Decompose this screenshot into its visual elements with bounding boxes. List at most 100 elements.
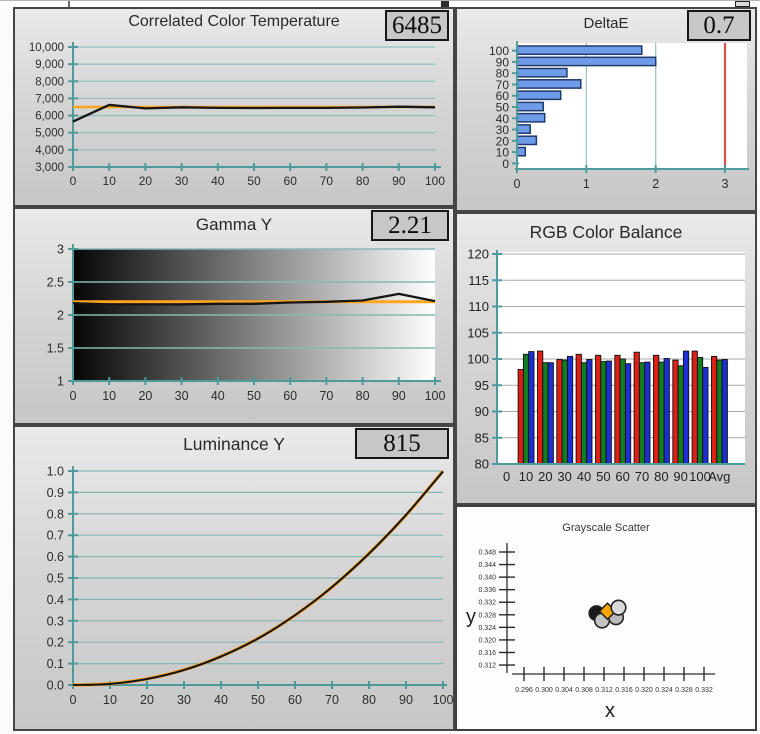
rgb-bar-green-50: [600, 361, 607, 465]
rgb-bar-green-10: [522, 353, 530, 465]
y-tick-label: 10: [496, 146, 510, 160]
gamma-measured-line: [72, 292, 436, 306]
deltae-bar-50: [516, 101, 545, 112]
gamma-title: Gamma Y: [195, 215, 273, 234]
scatter-yaxis-label: y: [466, 606, 476, 628]
x-tick-label: 0.300: [535, 687, 553, 694]
toolbar-edge-fragment: [0, 0, 760, 8]
y-tick-label: 85: [475, 430, 489, 445]
y-tick-label: 0.336: [478, 587, 496, 594]
x-tick-label: 30: [175, 174, 189, 188]
y-tick-label: 115: [468, 273, 489, 288]
x-tick-label: 40: [211, 174, 225, 188]
rgb-bar-red-90: [672, 359, 679, 465]
cct-title: Correlated Color Temperature: [128, 13, 340, 30]
x-tick-label: 80: [356, 389, 370, 403]
toolbar-glyph-fragment: [441, 1, 449, 7]
y-tick-label: 0.324: [478, 625, 496, 632]
y-tick-label: 0.1: [47, 657, 64, 671]
rgb-bar-blue-30: [566, 355, 574, 465]
deltae-chart: 100 90 80 70 60 50 40 30 20 10 0 0 1 2 3: [457, 9, 755, 210]
y-tick-label: 1.5: [47, 342, 64, 356]
x-tick-label: 10: [102, 389, 116, 403]
rgb-bar-red-70: [633, 351, 640, 465]
y-tick-label: 0.312: [478, 663, 496, 670]
y-tick-label: 0: [502, 157, 509, 171]
rgb-bar-green-30: [561, 359, 568, 465]
x-tick-label: 40: [214, 693, 228, 707]
gamma-value-box: 2.21: [371, 210, 449, 241]
x-tick-label: 0.304: [555, 687, 573, 694]
rgb-bar-blue-60: [624, 363, 632, 465]
panel-deltae: 100 90 80 70 60 50 40 30 20 10 0 0 1 2 3 DeltaE 0.7: [455, 7, 757, 212]
x-tick-label: 0.324: [655, 687, 673, 694]
y-tick-label: 120: [467, 247, 489, 262]
y-tick-label: 2: [57, 309, 64, 323]
y-tick-label: 0.340: [478, 575, 496, 582]
x-tick-label: 0.296: [515, 687, 533, 694]
luminance-title: Luminance Y: [183, 434, 285, 454]
y-tick-label: 0.316: [478, 650, 496, 657]
scatter-xaxis-label: x: [605, 700, 615, 722]
y-tick-label: 1.0: [47, 465, 64, 479]
x-tick-label: 30: [175, 389, 189, 403]
y-tick-label: 30: [496, 123, 510, 137]
luminance-measured-curve: [72, 470, 444, 687]
rgb-bar-green-Avg: [716, 359, 723, 465]
x-category-label: 20: [538, 469, 552, 484]
rgb-bar-green-100: [696, 356, 704, 465]
y-tick-label: 0.328: [478, 612, 496, 619]
y-tick-label: 40: [496, 112, 510, 126]
x-tick-label: 0.332: [695, 687, 713, 694]
x-tick-label: 20: [139, 174, 153, 188]
rgb-bar-red-40: [575, 353, 582, 465]
rgb-bar-green-80: [658, 361, 665, 465]
panel-luminance: 1.0 0.9 0.8 0.7 0.6 0.5 0.4 0.3 0.2 0.1 0.0 0 10 20 30…: [13, 425, 455, 731]
cct-plot: 10,000 9,000 8,000 7,000 6,000 5,000 4,000 3,00…: [29, 42, 445, 188]
luminance-value-box: 815: [355, 428, 449, 459]
y-tick-label: 4,000: [35, 145, 64, 157]
rgb-plot: 120 115 110 105 100 95 90 85 80 0 10 20 30 40 50 60 70 80…: [467, 247, 745, 484]
y-tick-label: 0.5: [47, 572, 64, 586]
y-tick-label: 0.332: [478, 600, 496, 607]
x-category-label: 10: [519, 469, 533, 484]
rgb-bar-blue-20: [547, 362, 554, 465]
x-tick-label: 70: [320, 174, 334, 188]
panel-gamma: 3 2.5 2 1.5 1 0 10 20 30 40 50 60 70 80 90 100 Gamma Y …: [13, 207, 455, 425]
rgb-bar-blue-100: [702, 366, 709, 465]
x-tick-label: 100: [425, 174, 445, 188]
y-tick-label: 90: [496, 55, 510, 69]
y-tick-label: 0.344: [478, 562, 496, 569]
x-tick-label: 80: [362, 693, 376, 707]
rgb-bar-red-Avg: [711, 355, 718, 465]
x-tick-label: 20: [140, 693, 154, 707]
x-category-label: 70: [635, 469, 649, 484]
rgb-bar-blue-80: [663, 358, 670, 465]
x-tick-label: 50: [247, 389, 261, 403]
luminance-plot: 1.0 0.9 0.8 0.7 0.6 0.5 0.4 0.3 0.2 0.1 0.0 0 10 20 30…: [47, 465, 453, 708]
rgb-bar-blue-40: [586, 359, 593, 465]
y-tick-label: 10,000: [29, 42, 64, 54]
x-tick-label: 60: [288, 693, 302, 707]
x-tick-label: 0.308: [575, 687, 593, 694]
x-tick-label: 10: [103, 174, 117, 188]
y-tick-label: 3: [57, 243, 64, 257]
y-tick-label: 7,000: [35, 93, 64, 105]
x-tick-label: 0: [514, 177, 521, 191]
y-tick-label: 8,000: [35, 76, 64, 88]
y-tick-label: 0.8: [47, 507, 64, 521]
deltae-bar-90: [516, 56, 657, 67]
toolbar-divider-fragment: [68, 1, 70, 8]
deltae-bar-40: [516, 112, 546, 123]
y-tick-label: 105: [467, 325, 489, 340]
x-category-label: 0: [503, 469, 510, 484]
y-tick-label: 110: [468, 299, 489, 314]
panel-cct: 10,000 9,000 8,000 7,000 6,000 5,000 4,000 3,00…: [13, 7, 455, 207]
window-control-fragment[interactable]: [735, 1, 750, 7]
x-tick-label: 90: [392, 174, 406, 188]
x-category-label: 80: [654, 469, 668, 484]
y-tick-label: 0.6: [47, 550, 64, 564]
y-tick-label: 50: [496, 101, 510, 115]
x-tick-label: 20: [138, 389, 152, 403]
